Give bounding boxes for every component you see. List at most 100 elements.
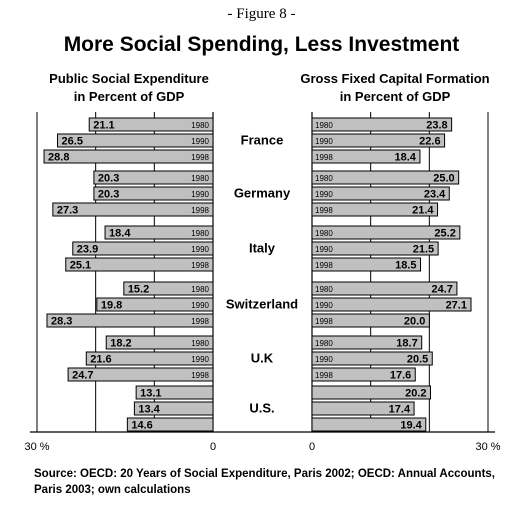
right-bar <box>311 313 430 328</box>
left-bar-value: 27.3 <box>57 205 78 217</box>
bar-chart: 30 % 0 0 30 % France 21.1 1980 23.8 1980 26.5 1990… <box>24 112 501 453</box>
left-bar-year: 1980 <box>191 174 209 183</box>
right-panel-title-line1: Gross Fixed Capital Formation <box>300 71 490 86</box>
left-bar-value: 25.1 <box>70 260 91 272</box>
left-bar <box>65 257 214 272</box>
right-bar-year: 1980 <box>315 229 333 238</box>
left-bar-year: 1990 <box>191 190 209 199</box>
left-bar <box>126 417 214 432</box>
left-bar <box>88 117 214 132</box>
left-bar-year: 1990 <box>191 355 209 364</box>
left-bar-year: 1990 <box>191 245 209 254</box>
right-bar-value: 20.2 <box>405 388 426 400</box>
right-bar-value: 25.0 <box>433 173 454 185</box>
right-bar-value: 21.5 <box>413 244 434 256</box>
right-bar-value: 23.4 <box>424 189 446 201</box>
left-bar <box>72 241 214 256</box>
right-bar <box>311 202 439 217</box>
left-bar-year: 1990 <box>191 301 209 310</box>
right-bar <box>311 257 422 272</box>
left-bar <box>52 202 214 217</box>
right-bar-value: 24.7 <box>431 284 452 296</box>
right-bar-year: 1998 <box>315 206 333 215</box>
right-bar-year: 1998 <box>315 317 333 326</box>
left-bar-year: 1980 <box>191 229 209 238</box>
left-bar <box>93 170 214 185</box>
right-bar <box>311 335 423 350</box>
right-bar-year: 1998 <box>315 261 333 270</box>
right-bar-value: 20.0 <box>404 316 425 328</box>
left-tick-label: 0 <box>210 441 216 453</box>
left-bar-value: 28.3 <box>51 316 72 328</box>
right-bar-value: 18.4 <box>395 152 417 164</box>
right-bar-value: 23.8 <box>426 120 447 132</box>
country-label: Switzerland <box>226 297 298 312</box>
right-bar <box>311 133 446 148</box>
right-bar <box>311 149 421 164</box>
right-bar-value: 18.7 <box>396 338 417 350</box>
left-bar-value: 18.2 <box>110 338 131 350</box>
left-bar-value: 13.1 <box>140 388 161 400</box>
right-bar <box>311 385 432 400</box>
left-bar-year: 1980 <box>191 339 209 348</box>
left-panel-title-line2: in Percent of GDP <box>73 89 185 104</box>
left-bar <box>135 385 214 400</box>
left-bar-value: 18.4 <box>109 228 131 240</box>
left-bar-value: 19.8 <box>101 300 122 312</box>
country-label: U.S. <box>249 401 274 416</box>
left-bar-year: 1998 <box>191 261 209 270</box>
left-bar-value: 21.1 <box>93 120 114 132</box>
right-bar <box>311 117 453 132</box>
left-bar <box>96 297 214 312</box>
left-bar <box>46 313 214 328</box>
left-bar-year: 1998 <box>191 153 209 162</box>
left-bar <box>43 149 214 164</box>
left-bar-value: 21.6 <box>90 354 111 366</box>
left-bar-value: 28.8 <box>48 152 69 164</box>
left-bar <box>123 281 214 296</box>
left-tick-label: 30 % <box>24 441 49 453</box>
country-label: France <box>241 133 284 148</box>
left-bar-value: 14.6 <box>131 420 152 432</box>
left-bar-value: 15.2 <box>128 284 149 296</box>
right-bar <box>311 351 433 366</box>
left-panel-title-line1: Public Social Expenditure <box>49 71 209 86</box>
chart-title: More Social Spending, Less Investment <box>63 33 460 56</box>
right-bar-year: 1990 <box>315 355 333 364</box>
right-bar <box>311 401 415 416</box>
left-bar-year: 1998 <box>191 371 209 380</box>
left-bar-value: 20.3 <box>98 189 119 201</box>
right-bar-year: 1990 <box>315 301 333 310</box>
left-bar <box>133 401 214 416</box>
source-note: Source: OECD: 20 Years of Social Expendi… <box>34 468 495 496</box>
left-bar-year: 1998 <box>191 206 209 215</box>
right-bar <box>311 297 472 312</box>
left-bar <box>67 367 214 382</box>
left-bar <box>104 225 214 240</box>
right-panel-title: Gross Fixed Capital Formation in Percent… <box>280 70 510 106</box>
country-label: Germany <box>234 186 291 201</box>
right-bar-year: 1998 <box>315 153 333 162</box>
right-bar-year: 1980 <box>315 174 333 183</box>
right-bar <box>311 417 427 432</box>
right-bar <box>311 225 461 240</box>
right-bar-year: 1998 <box>315 371 333 380</box>
right-bar-value: 27.1 <box>446 300 467 312</box>
left-bar-year: 1980 <box>191 285 209 294</box>
right-bar-value: 19.4 <box>400 420 422 432</box>
right-bar-value: 20.5 <box>407 354 428 366</box>
left-bar-value: 13.4 <box>138 404 160 416</box>
left-bar-year: 1980 <box>191 121 209 130</box>
left-bar-value: 24.7 <box>72 370 93 382</box>
right-bar <box>311 186 450 201</box>
right-tick-label: 0 <box>309 441 315 453</box>
right-bar-year: 1990 <box>315 137 333 146</box>
left-bar <box>105 335 214 350</box>
right-bar-year: 1980 <box>315 121 333 130</box>
right-panel-title-line2: in Percent of GDP <box>339 89 451 104</box>
right-bar-value: 17.6 <box>390 370 411 382</box>
left-bar-value: 23.9 <box>77 244 98 256</box>
left-bar-value: 20.3 <box>98 173 119 185</box>
left-bar <box>93 186 214 201</box>
right-bar-year: 1990 <box>315 190 333 199</box>
